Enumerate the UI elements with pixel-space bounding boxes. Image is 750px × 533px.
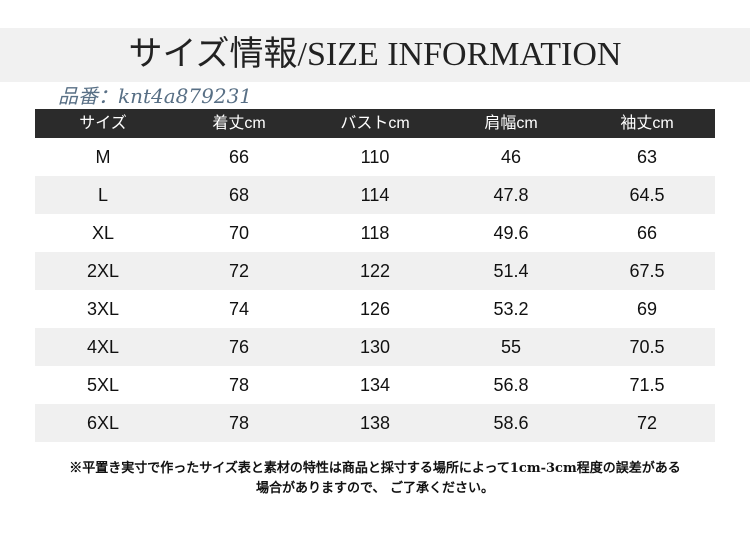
- table-cell: 64.5: [629, 185, 665, 205]
- size-note: ※平置き実寸で作ったサイズ表と素材の特性は商品と採寸する場所によって1cm-3c…: [0, 459, 750, 499]
- column-header: 着丈cm: [212, 115, 266, 132]
- table-cell: 78: [228, 413, 250, 433]
- table-cell: 68: [228, 185, 250, 205]
- table-cell: XL: [91, 223, 115, 243]
- table-cell: 51.4: [493, 261, 529, 281]
- watermark-label: 品番：: [58, 84, 118, 108]
- table-cell: 70.5: [629, 337, 665, 357]
- table-cell: L: [97, 185, 108, 205]
- table-row: 6XL 78 138 58.6 72: [35, 404, 715, 442]
- size-table: サイズ 着丈cm バストcm 肩幅cm 袖丈cm M 66 110 46 63 L 68 114 47.…: [35, 109, 715, 442]
- table-cell: 70: [228, 223, 250, 243]
- table-cell: 122: [359, 261, 391, 281]
- table-row: 2XL 72 122 51.4 67.5: [35, 252, 715, 290]
- table-cell: 53.2: [493, 299, 529, 319]
- table-cell: 74: [228, 299, 250, 319]
- table-cell: 2XL: [86, 261, 120, 281]
- table-cell: 110: [360, 147, 390, 167]
- table-row: M 66 110 46 63: [35, 138, 715, 176]
- table-cell: 66: [636, 223, 658, 243]
- table-cell: 114: [360, 185, 390, 205]
- table-row: L 68 114 47.8 64.5: [35, 176, 715, 214]
- column-header: 袖丈cm: [620, 115, 674, 132]
- table-cell: 66: [228, 147, 250, 167]
- table-cell: 138: [359, 413, 391, 433]
- table-header: サイズ 着丈cm バストcm 肩幅cm 袖丈cm: [35, 109, 715, 138]
- table-cell: 56.8: [493, 375, 529, 395]
- table-row: XL 70 118 49.6 66: [35, 214, 715, 252]
- table-cell: 55: [500, 337, 522, 357]
- table-row: 5XL 78 134 56.8 71.5: [35, 366, 715, 404]
- column-header: サイズ: [79, 115, 127, 132]
- table-cell: 58.6: [493, 413, 529, 433]
- table-cell: 6XL: [86, 413, 120, 433]
- table-cell: 49.6: [493, 223, 529, 243]
- table-cell: 72: [636, 413, 658, 433]
- table-cell: 3XL: [86, 299, 120, 319]
- table-cell: 63: [636, 147, 658, 167]
- table-cell: 118: [360, 223, 390, 243]
- table-cell: 4XL: [86, 337, 120, 357]
- table-cell: 130: [359, 337, 391, 357]
- note-line-1: ※平置き実寸で作ったサイズ表と素材の特性は商品と採寸する場所によって1cm-3c…: [69, 461, 681, 476]
- table-cell: 5XL: [86, 375, 120, 395]
- table-cell: 69: [636, 299, 658, 319]
- table-row: 3XL 74 126 53.2 69: [35, 290, 715, 328]
- page-title: サイズ情報/SIZE INFORMATION: [0, 28, 750, 82]
- table-cell: M: [95, 147, 111, 167]
- table-cell: 76: [228, 337, 250, 357]
- table-cell: 47.8: [493, 185, 529, 205]
- table-cell: 78: [228, 375, 250, 395]
- table-body: M 66 110 46 63 L 68 114 47.8 64.5 XL 70 118 49.6 66 2XL…: [35, 138, 715, 442]
- watermark-code: knt4a879231: [118, 84, 253, 108]
- table-cell: 126: [359, 299, 391, 319]
- table-cell: 134: [359, 375, 391, 395]
- table-cell: 67.5: [629, 261, 665, 281]
- table-cell: 71.5: [629, 375, 665, 395]
- table-cell: 46: [500, 147, 522, 167]
- note-line-2: 場合がありますので、 ご了承ください。: [255, 481, 494, 496]
- table-cell: 72: [228, 261, 250, 281]
- table-row: 4XL 76 130 55 70.5: [35, 328, 715, 366]
- column-header: バストcm: [340, 115, 410, 132]
- watermark: 品番： knt4a879231: [58, 84, 252, 108]
- column-header: 肩幅cm: [484, 115, 538, 132]
